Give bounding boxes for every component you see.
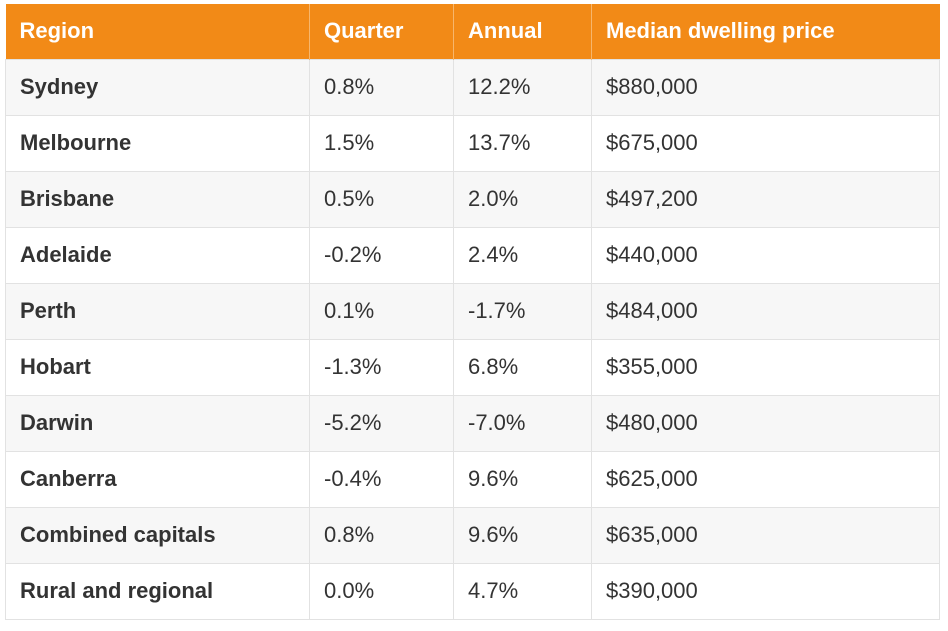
column-header-quarter: Quarter	[309, 4, 454, 59]
dwelling-price-table: Region Quarter Annual Median dwelling pr…	[5, 4, 940, 620]
quarter-cell: -1.3%	[309, 338, 454, 395]
table-row: Perth 0.1% -1.7% $484,000	[5, 282, 940, 339]
quarter-cell: 1.5%	[309, 114, 454, 171]
region-cell: Combined capitals	[5, 506, 310, 563]
region-cell: Sydney	[5, 58, 310, 115]
quarter-cell: 0.0%	[309, 562, 454, 620]
region-cell: Adelaide	[5, 226, 310, 283]
median-price-cell: $355,000	[591, 338, 940, 395]
quarter-cell: -0.2%	[309, 226, 454, 283]
table-row: Combined capitals 0.8% 9.6% $635,000	[5, 506, 940, 563]
table-row: Darwin -5.2% -7.0% $480,000	[5, 394, 940, 451]
median-price-cell: $440,000	[591, 226, 940, 283]
region-cell: Canberra	[5, 450, 310, 507]
annual-cell: 12.2%	[453, 58, 592, 115]
median-price-cell: $480,000	[591, 394, 940, 451]
quarter-cell: 0.5%	[309, 170, 454, 227]
table-row: Rural and regional 0.0% 4.7% $390,000	[5, 562, 940, 620]
median-price-cell: $635,000	[591, 506, 940, 563]
quarter-cell: 0.1%	[309, 282, 454, 339]
quarter-cell: 0.8%	[309, 58, 454, 115]
quarter-cell: 0.8%	[309, 506, 454, 563]
median-price-cell: $390,000	[591, 562, 940, 620]
annual-cell: 6.8%	[453, 338, 592, 395]
region-cell: Rural and regional	[5, 562, 310, 620]
quarter-cell: -0.4%	[309, 450, 454, 507]
region-cell: Hobart	[5, 338, 310, 395]
annual-cell: 9.6%	[453, 450, 592, 507]
annual-cell: 2.4%	[453, 226, 592, 283]
median-price-cell: $880,000	[591, 58, 940, 115]
table-row: Sydney 0.8% 12.2% $880,000	[5, 58, 940, 115]
table-header: Region Quarter Annual Median dwelling pr…	[5, 4, 940, 59]
table-row: Adelaide -0.2% 2.4% $440,000	[5, 226, 940, 283]
table-row: Hobart -1.3% 6.8% $355,000	[5, 338, 940, 395]
region-cell: Darwin	[5, 394, 310, 451]
region-cell: Perth	[5, 282, 310, 339]
median-price-cell: $625,000	[591, 450, 940, 507]
column-header-annual: Annual	[453, 4, 592, 59]
annual-cell: -1.7%	[453, 282, 592, 339]
column-header-region: Region	[5, 4, 310, 59]
annual-cell: 2.0%	[453, 170, 592, 227]
region-cell: Brisbane	[5, 170, 310, 227]
table-body: Sydney 0.8% 12.2% $880,000 Melbourne 1.5% 13.7…	[5, 58, 940, 620]
annual-cell: 13.7%	[453, 114, 592, 171]
median-price-cell: $484,000	[591, 282, 940, 339]
quarter-cell: -5.2%	[309, 394, 454, 451]
data-table-container: Region Quarter Annual Median dwelling pr…	[5, 4, 940, 620]
table-row: Brisbane 0.5% 2.0% $497,200	[5, 170, 940, 227]
median-price-cell: $497,200	[591, 170, 940, 227]
annual-cell: -7.0%	[453, 394, 592, 451]
table-row: Canberra -0.4% 9.6% $625,000	[5, 450, 940, 507]
table-row: Melbourne 1.5% 13.7% $675,000	[5, 114, 940, 171]
header-row: Region Quarter Annual Median dwelling pr…	[5, 4, 940, 59]
annual-cell: 9.6%	[453, 506, 592, 563]
annual-cell: 4.7%	[453, 562, 592, 620]
region-cell: Melbourne	[5, 114, 310, 171]
median-price-cell: $675,000	[591, 114, 940, 171]
column-header-median-price: Median dwelling price	[591, 4, 940, 59]
